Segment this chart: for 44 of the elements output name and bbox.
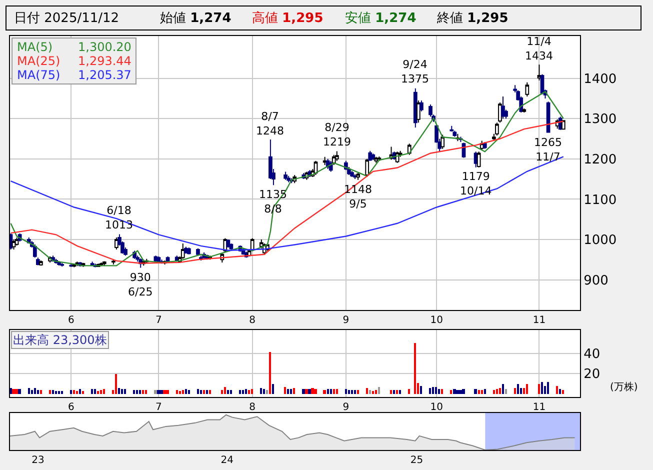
- x-tick-label: 11: [532, 315, 546, 326]
- y-tick-label: 1200: [584, 152, 617, 168]
- y-tick-label: 40: [584, 346, 600, 362]
- y-tick-label: 1400: [584, 72, 617, 87]
- annotation: 1,293.44: [78, 54, 132, 68]
- x-tick-label: 7: [156, 315, 162, 326]
- annotation: 11/4 1434: [525, 35, 553, 62]
- text: 日付 2025/11/12: [14, 11, 120, 26]
- x-tick-label: 6: [68, 402, 74, 413]
- x-tick-label: 10: [430, 402, 443, 413]
- text: MA(75): [17, 68, 60, 82]
- x-tick-label: 8: [249, 315, 256, 326]
- x-tick-label: 11: [532, 402, 546, 413]
- annotation: 930 6/25: [128, 271, 153, 298]
- annotation: 8/7 1248: [256, 110, 284, 138]
- text: 終値 1,295: [436, 11, 508, 26]
- y-tick-label: 20: [584, 367, 600, 382]
- x-tick-label: 9: [342, 402, 350, 413]
- x-tick-label: 23: [32, 455, 44, 466]
- annotation: 8/29 1219: [323, 121, 351, 148]
- y-tick-label: 1300: [584, 112, 617, 128]
- y-tick-label: 1000: [584, 233, 617, 248]
- text: 高値 1,295: [252, 10, 324, 26]
- text: MA(25): [17, 54, 60, 68]
- x-tick-label: 6: [68, 315, 74, 326]
- annotation: 9/24 1375: [401, 58, 429, 86]
- x-tick-label: 24: [220, 455, 234, 466]
- text: (万株): [610, 381, 638, 393]
- chart-title: 出来高 23,300株: [13, 333, 107, 347]
- annotation: 1,300.20: [78, 40, 132, 54]
- text: MA(5): [17, 40, 53, 54]
- x-tick-label: 7: [156, 402, 162, 413]
- x-tick-label: 10: [430, 315, 443, 326]
- annotation: 1179 10/14: [460, 170, 492, 198]
- annotation: 1,205.37: [78, 68, 132, 82]
- text: 安値 1,274: [345, 10, 416, 26]
- x-tick-label: 8: [249, 402, 256, 413]
- x-tick-label: 9: [342, 315, 350, 326]
- y-tick-label: 1100: [584, 192, 617, 208]
- annotation: 1265 11/7: [534, 136, 562, 164]
- text: 始値 1,274: [160, 11, 232, 26]
- annotation: 6/18 1013: [105, 204, 133, 232]
- x-tick-label: 25: [410, 455, 424, 466]
- y-tick-label: 900: [584, 273, 608, 288]
